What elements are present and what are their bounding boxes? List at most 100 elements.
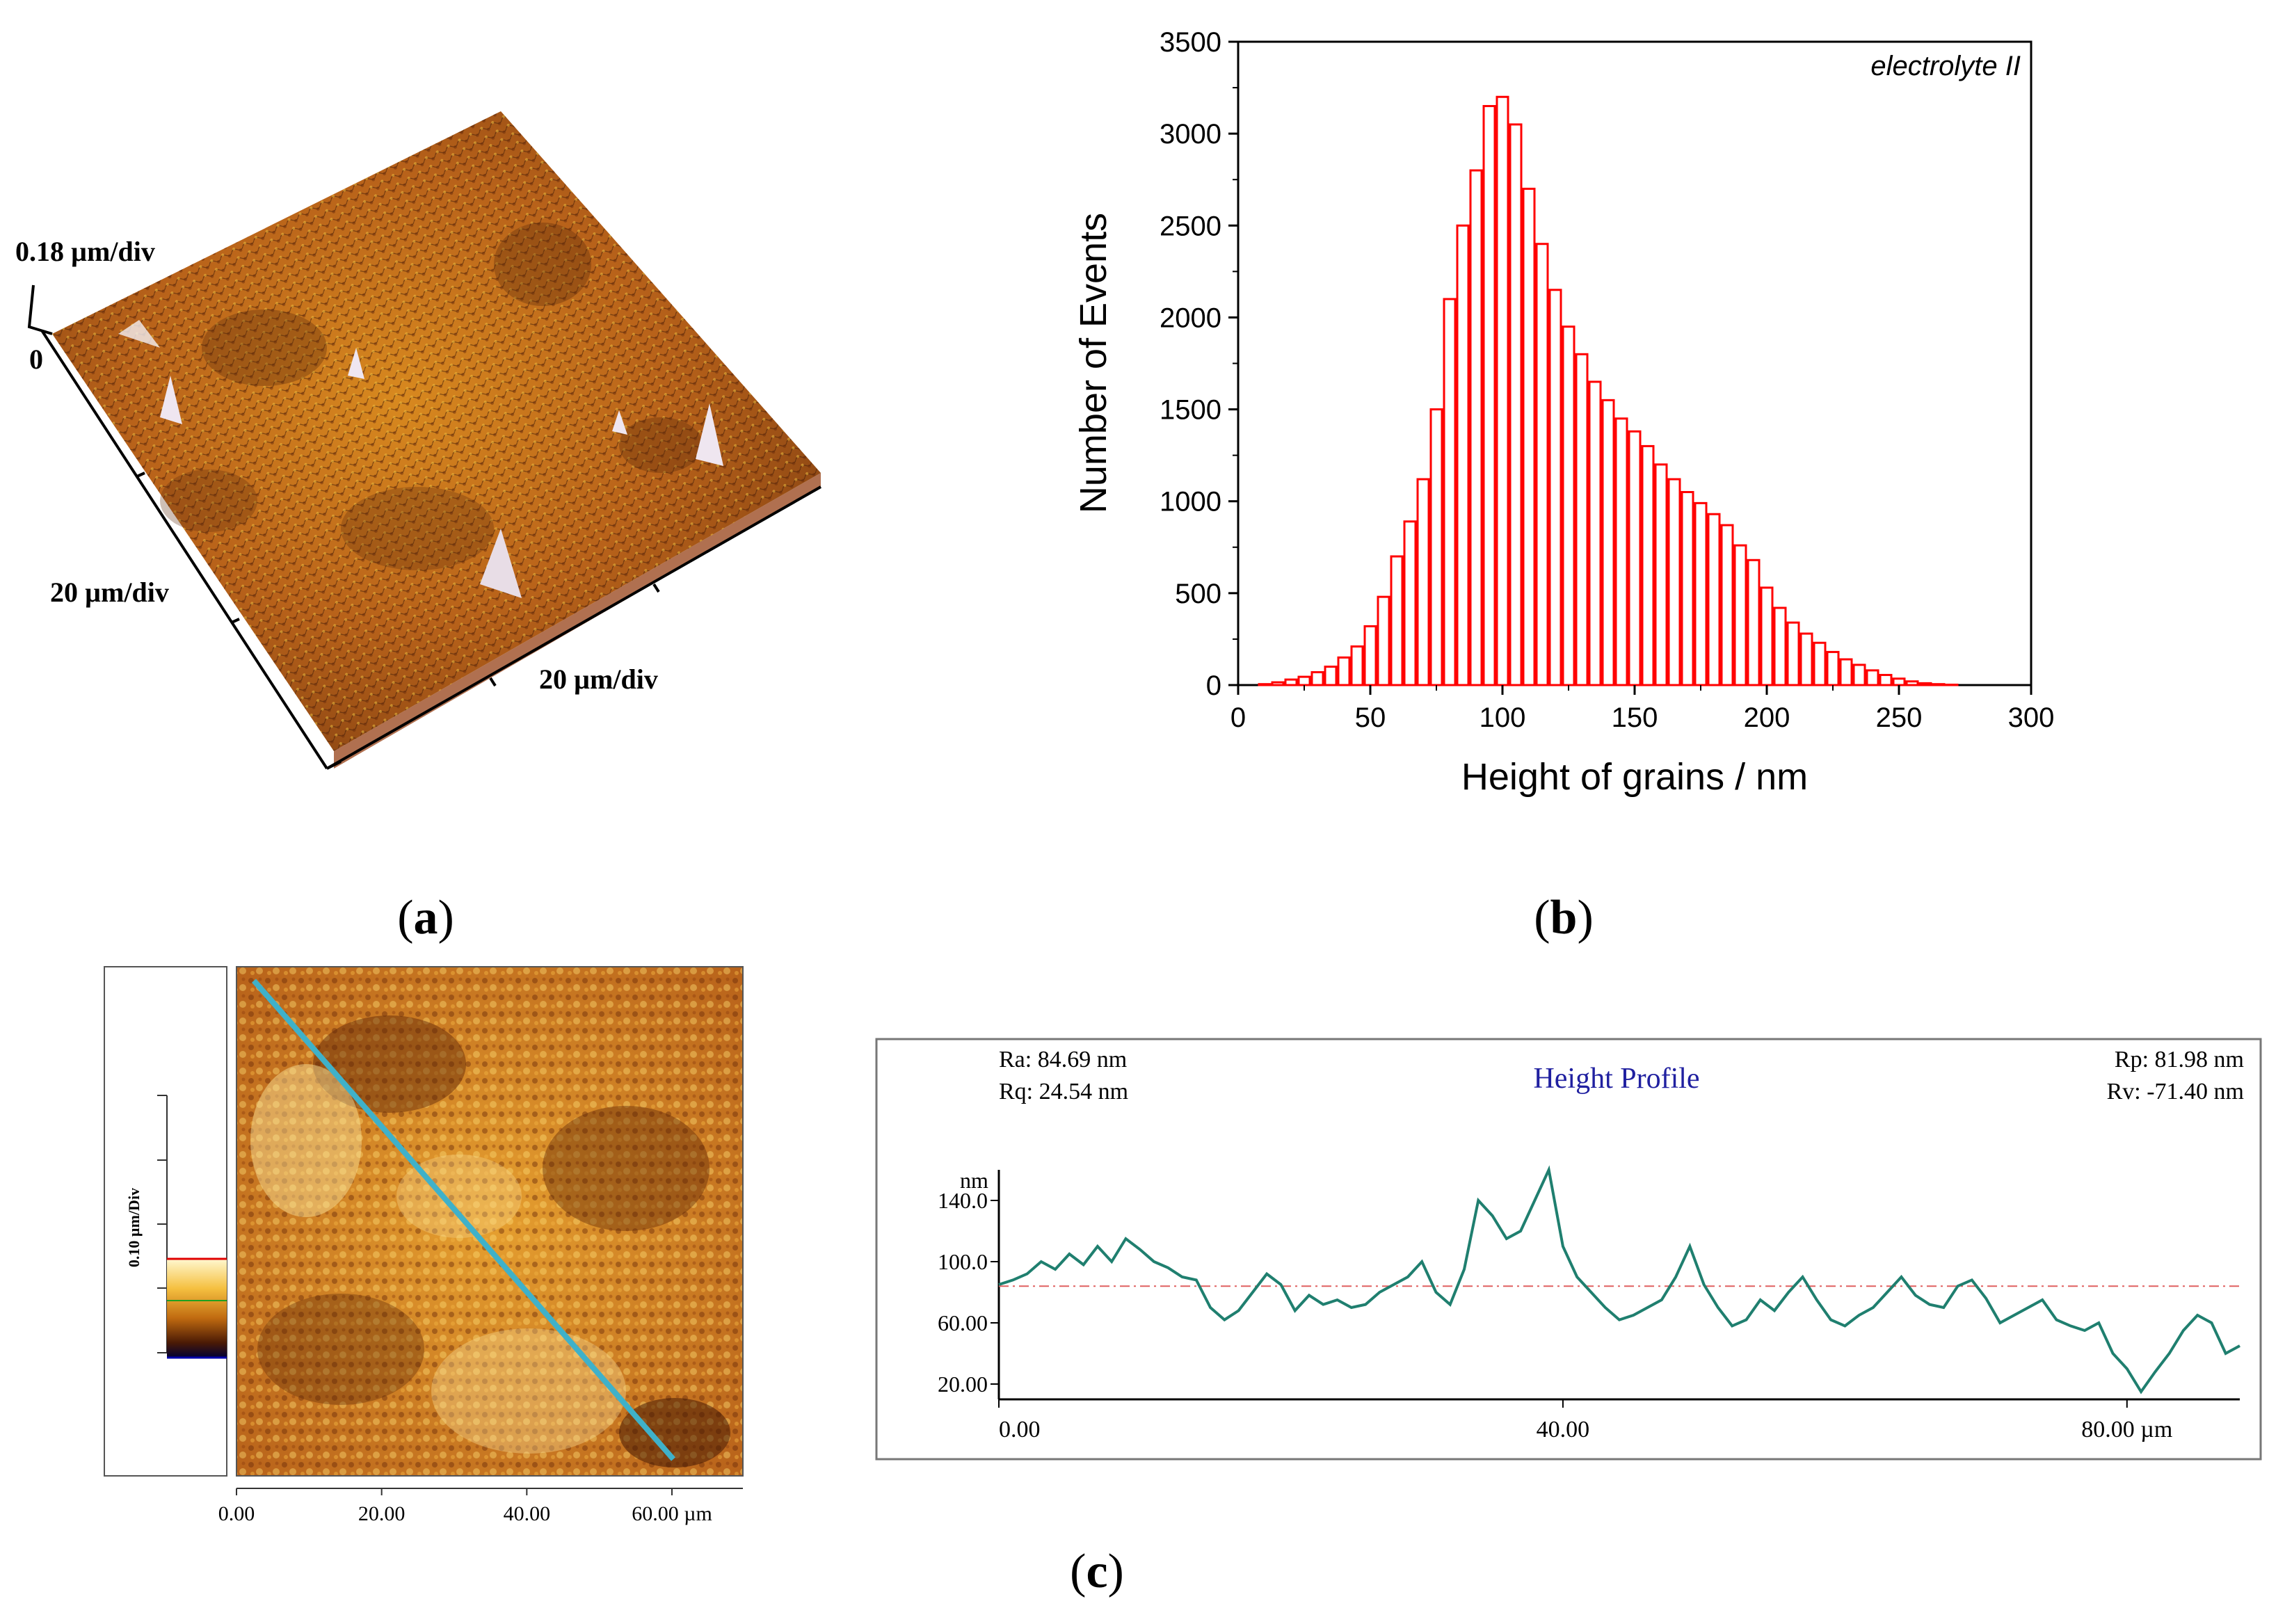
x-tick-label: 250 <box>1876 702 1923 733</box>
histogram-bar <box>1284 678 1298 686</box>
histogram-bar <box>1826 650 1840 686</box>
histogram-panel: 0 50 100 150 200 250 300 0 500 1000 1500 2000 2500 30… <box>1057 0 2059 821</box>
panel-label-b: (b) <box>1534 891 1594 944</box>
histogram-bar <box>1852 664 1866 686</box>
colorbar-gradient <box>167 1259 227 1358</box>
x-tick-label: 200 <box>1744 702 1790 733</box>
histogram-bar <box>1694 501 1708 686</box>
histogram-bar <box>1575 353 1589 686</box>
histogram-bar <box>1747 558 1761 686</box>
histogram-bar <box>1905 680 1919 686</box>
height-profile-line <box>998 1165 2240 1394</box>
stat-rp: Rp: 81.98 nm <box>2115 1047 2244 1072</box>
y-tick-label: 3500 <box>1160 27 1221 58</box>
histogram-bar <box>1469 169 1483 686</box>
histogram-bar <box>1509 123 1523 686</box>
afm-3d-surface: 0.18 µm/div 0 20 µm/div 20 µm/div <box>15 111 821 770</box>
profile-y-tick-label: 60.00 <box>938 1310 988 1335</box>
histogram-bar <box>1482 105 1496 686</box>
x-tick-label: 0 <box>1230 702 1246 733</box>
histogram-bar <box>1310 671 1324 686</box>
histogram-bar <box>1271 681 1285 686</box>
stat-rv: Rv: -71.40 nm <box>2107 1079 2244 1104</box>
x-axis-right <box>326 485 821 770</box>
histogram-bar <box>1813 641 1827 686</box>
histogram-bar <box>1614 417 1628 686</box>
histogram-bar <box>1456 224 1470 686</box>
histogram-bar <box>1628 430 1642 686</box>
y-tick-label: 0 <box>1206 670 1221 701</box>
panel-label-c: (c) <box>1070 1545 1124 1598</box>
histogram-bar <box>1839 658 1853 686</box>
histogram-bar <box>1443 298 1457 686</box>
histogram-bar <box>1733 544 1747 686</box>
profile-line[interactable] <box>251 979 676 1461</box>
z-axis <box>27 284 53 335</box>
histogram-bar <box>1363 625 1377 686</box>
histogram-bar <box>1601 399 1615 686</box>
y-tick-label: 3000 <box>1160 119 1221 150</box>
histogram-bar <box>1681 491 1694 686</box>
histogram-bar <box>1707 513 1721 686</box>
profile-x-tick-label: 0.00 <box>999 1417 1041 1442</box>
x-tick-label: 100 <box>1480 702 1526 733</box>
histogram-bar <box>1350 645 1364 686</box>
histogram-bar <box>1799 632 1813 686</box>
histogram-bar <box>1535 243 1549 686</box>
stat-ra: Ra: 84.69 nm <box>999 1047 1127 1072</box>
chart-annotation: electrolyte II <box>1870 51 2021 81</box>
histogram-bar <box>1932 683 1946 686</box>
profile-y-tick-label: 140.0 <box>938 1188 988 1213</box>
x-axis-title: Height of grains / nm <box>1461 756 1808 798</box>
y-tick-label: 1000 <box>1160 487 1221 517</box>
histogram-bar <box>1522 187 1536 686</box>
x-tick-label: 150 <box>1612 702 1658 733</box>
histogram-bar <box>1403 520 1417 686</box>
profile-y-tick-label: 20.00 <box>938 1372 988 1397</box>
afm-2d-image: 0.10 µm/Div 0.00 20.00 40.00 60.00 µm <box>104 966 744 1525</box>
histogram-bar <box>1548 289 1562 686</box>
y-axis-title: Number of Events <box>1073 213 1114 513</box>
histogram-bar <box>1390 555 1404 686</box>
histogram-bar <box>1337 656 1351 686</box>
z-zero-label: 0 <box>29 344 43 375</box>
histogram-bar <box>1773 606 1787 686</box>
histogram-bar <box>1667 478 1681 686</box>
y-tick-label: 2500 <box>1160 211 1221 241</box>
y-tick-label: 1500 <box>1160 395 1221 426</box>
colorbar-box <box>104 966 227 1477</box>
histogram-bar <box>1892 677 1906 686</box>
afm-3d-panel: 0.18 µm/div 0 20 µm/div 20 µm/div <box>0 83 863 821</box>
histogram-bar <box>1258 683 1272 686</box>
histogram-bar <box>1654 463 1668 686</box>
histogram-bar <box>1429 408 1443 686</box>
histogram-bar <box>1760 586 1774 686</box>
histogram-bar <box>1377 595 1390 686</box>
afm-x-tick-label: 60.00 µm <box>632 1502 712 1525</box>
histogram-bar <box>1588 380 1602 686</box>
profile-x-tick-label: 40.00 <box>1537 1417 1590 1442</box>
histogram-bar <box>1786 621 1800 686</box>
afm-2d-panel: 0.10 µm/Div 0.00 20.00 40.00 60.00 µm <box>97 960 765 1551</box>
x-tick-label: 300 <box>2008 702 2055 733</box>
y-tick-label: 500 <box>1175 579 1221 609</box>
profile-y-unit: nm <box>960 1168 988 1193</box>
histogram-bar <box>1720 524 1734 686</box>
y-tick-label: 2000 <box>1160 303 1221 333</box>
profile-frame <box>875 1038 2262 1461</box>
x-scale-label-left: 20 µm/div <box>50 577 169 608</box>
height-profile-chart: Ra: 84.69 nm Rq: 24.54 nm Height Profile… <box>875 1038 2262 1461</box>
profile-title: Height Profile <box>1533 1063 1699 1095</box>
profile-x-tick-label: 80.00 µm <box>2081 1417 2172 1442</box>
stat-rq: Rq: 24.54 nm <box>999 1079 1128 1104</box>
height-profile-panel: Ra: 84.69 nm Rq: 24.54 nm Height Profile… <box>875 1038 2262 1461</box>
x-scale-label-right: 20 µm/div <box>539 664 658 695</box>
colorbar-label: 0.10 µm/Div <box>125 1188 143 1267</box>
histogram-chart: 0 50 100 150 200 250 3000500100015002000250030… <box>1073 27 2055 798</box>
profile-y-tick-label: 100.0 <box>938 1249 988 1274</box>
afm-x-tick-label: 20.00 <box>358 1502 406 1525</box>
histogram-bar <box>1562 325 1576 686</box>
histogram-bar <box>1416 478 1430 686</box>
x-tick-label: 50 <box>1355 702 1386 733</box>
histogram-bar <box>1496 95 1509 686</box>
